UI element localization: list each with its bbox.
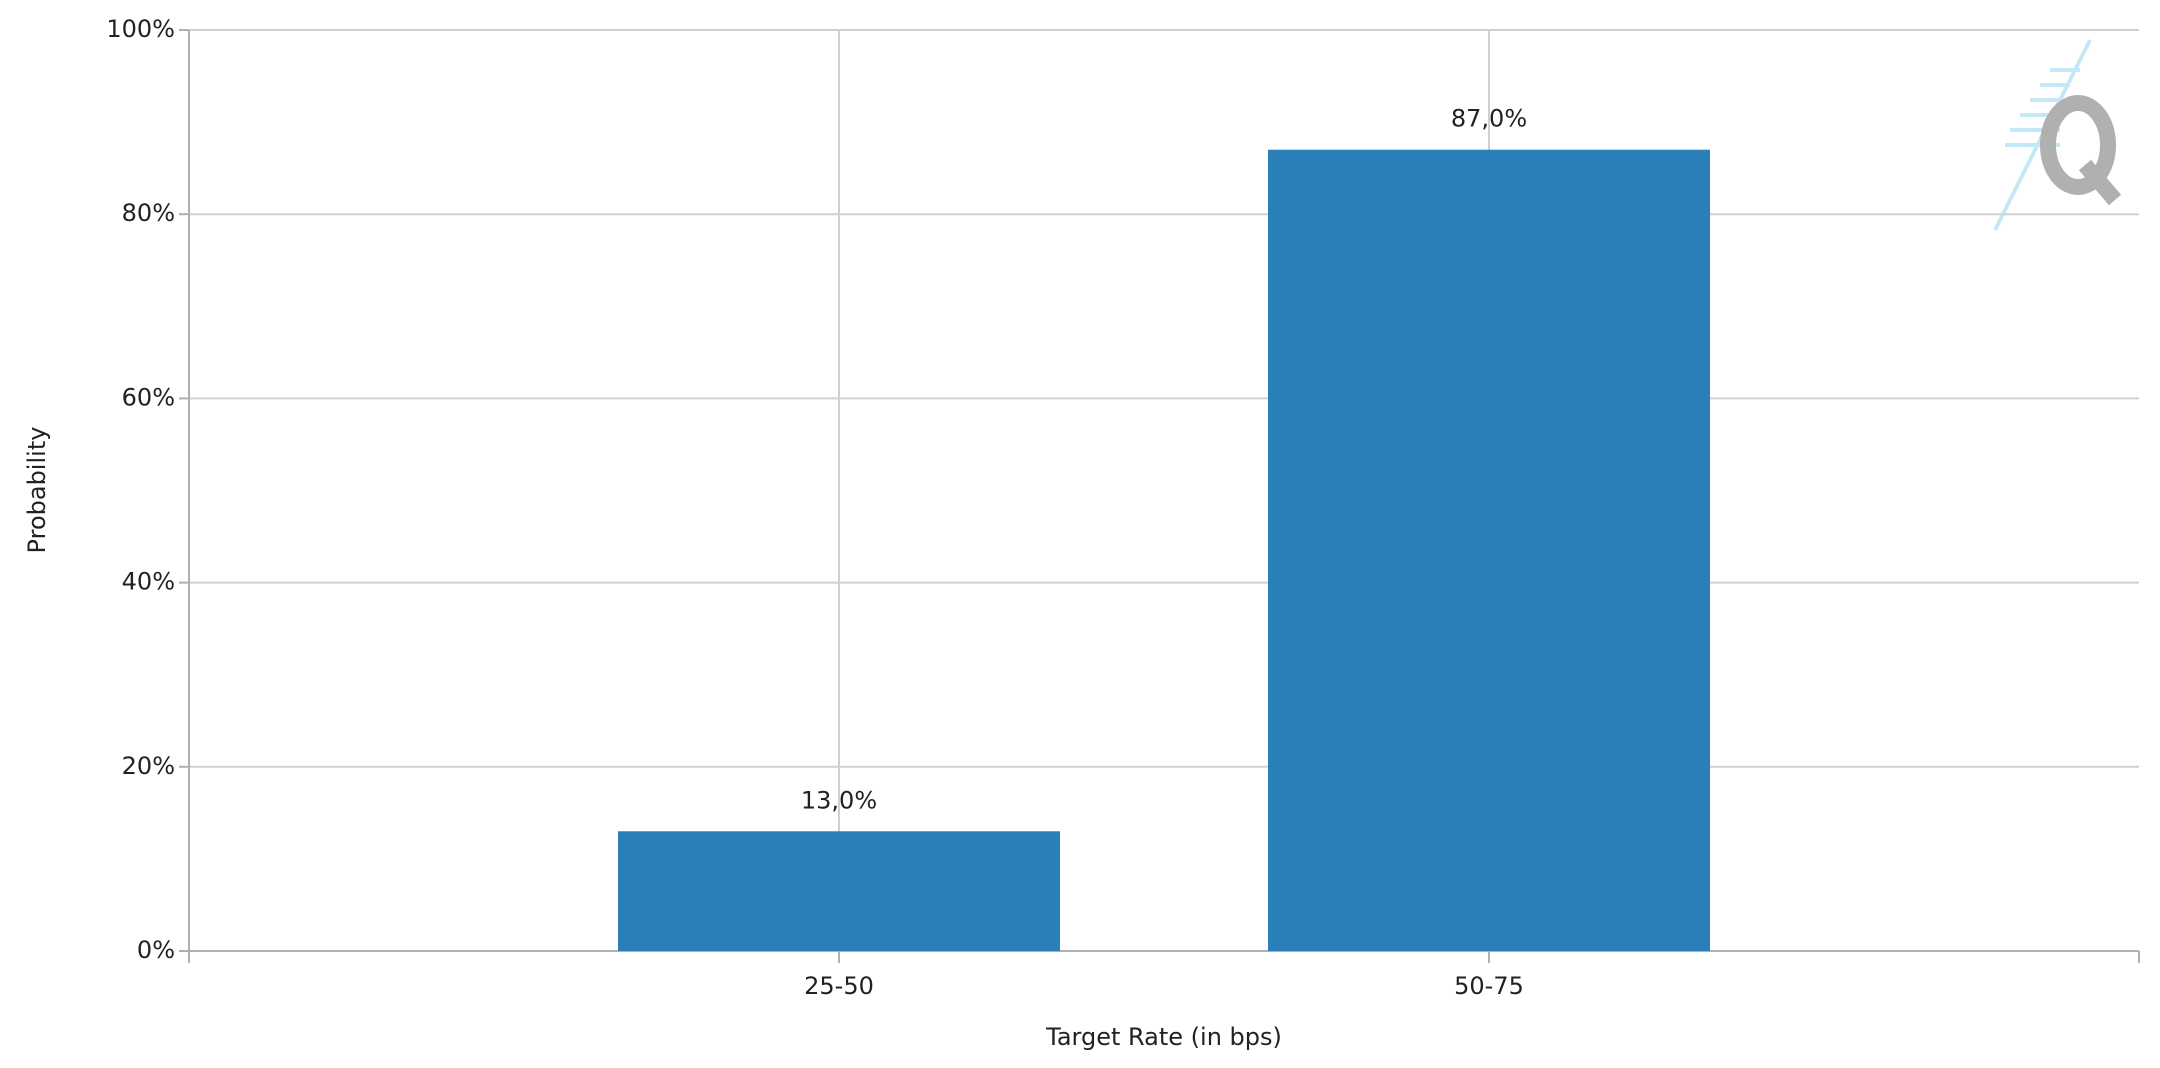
y-axis-label: Probability: [23, 427, 51, 554]
y-tick-label: 40%: [122, 568, 175, 596]
watermark: [1993, 39, 2122, 231]
y-tick-label: 0%: [137, 936, 175, 964]
bar: [618, 831, 1060, 951]
y-tick-label: 60%: [122, 383, 175, 411]
value-label: 87,0%: [1451, 105, 1527, 133]
y-tick-label: 100%: [106, 15, 175, 43]
y-tick-label: 80%: [122, 199, 175, 227]
x-axis-label: Target Rate (in bps): [1045, 1023, 1282, 1051]
bar: [1268, 149, 1710, 952]
x-tick-label: 25-50: [804, 972, 874, 1000]
value-label: 13,0%: [801, 786, 877, 814]
y-tick-label: 20%: [122, 752, 175, 780]
x-tick-label: 50-75: [1454, 972, 1524, 1000]
